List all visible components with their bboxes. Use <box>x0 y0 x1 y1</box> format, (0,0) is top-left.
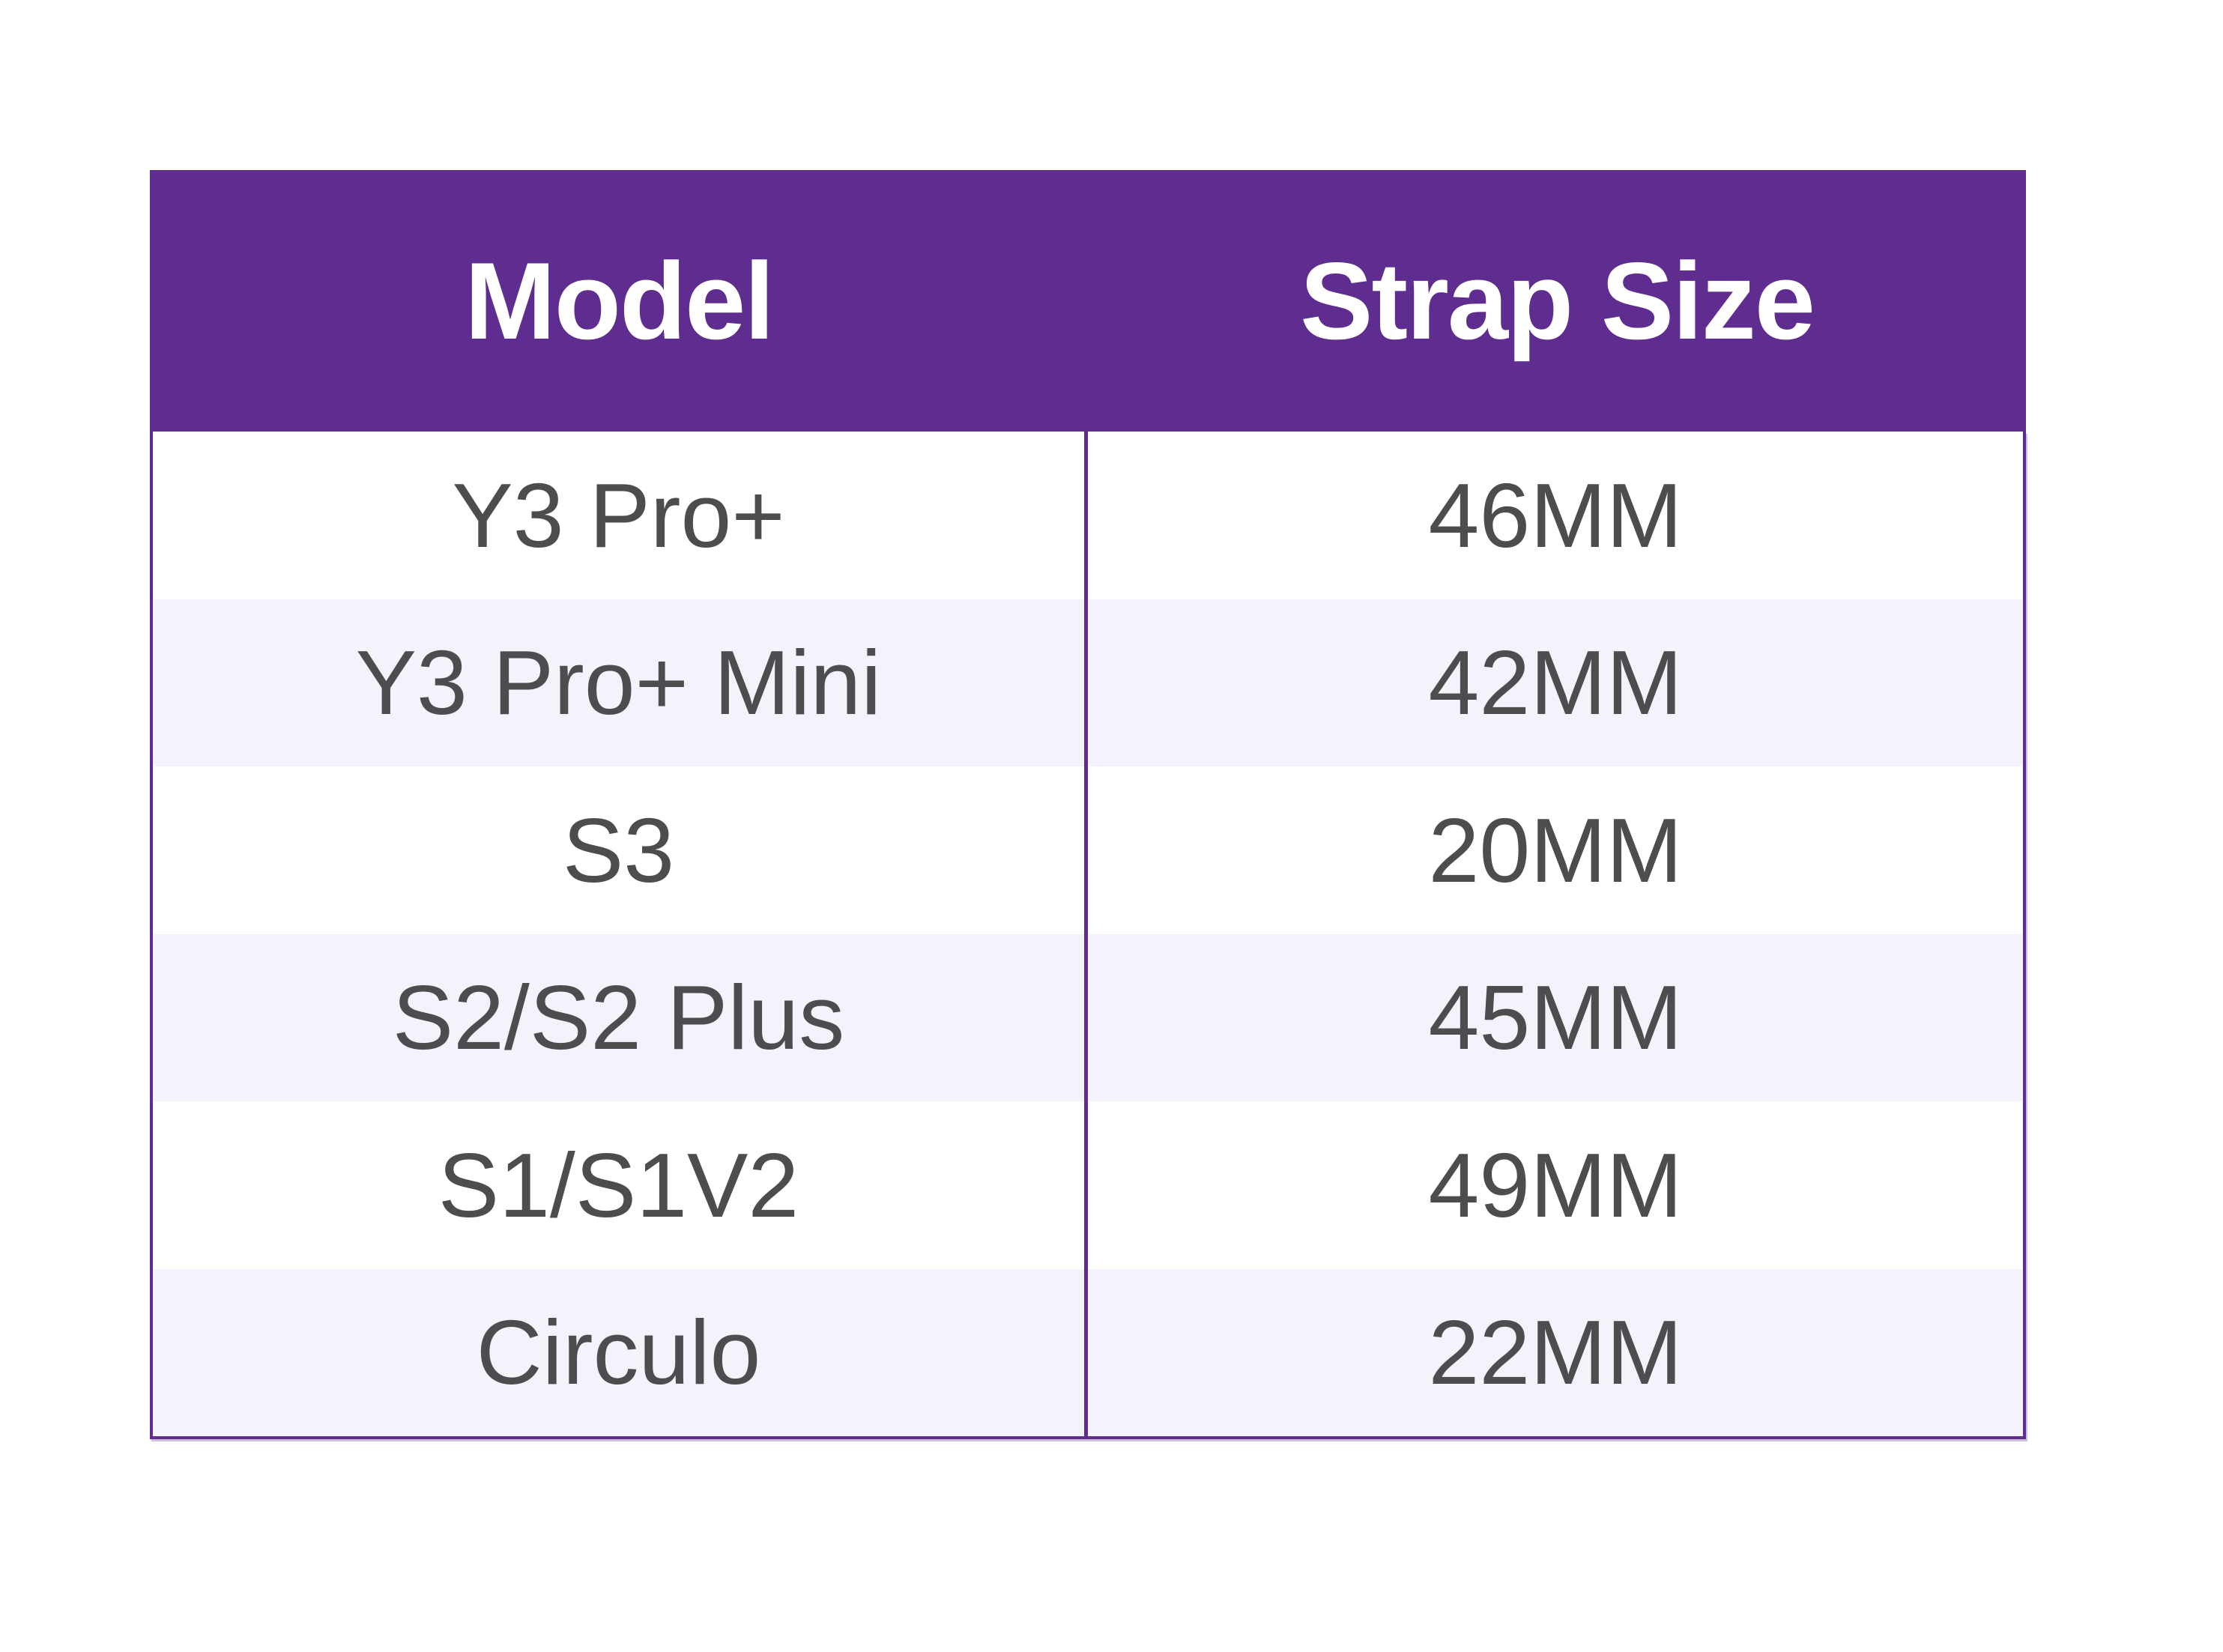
table-body: Y3 Pro+ 46MM Y3 Pro+ Mini 42MM S3 20MM S… <box>150 432 2026 1439</box>
strap-size-cell: 22MM <box>1428 1301 1683 1404</box>
model-cell: Circulo <box>153 1268 1088 1436</box>
strap-size-table: Model Strap Size Y3 Pro+ 46MM Y3 Pro+ Mi… <box>150 170 2026 1439</box>
strap-size-cell: 42MM <box>1428 632 1683 734</box>
strap-size-cell: 46MM <box>1428 464 1683 566</box>
table-row: S2/S2 Plus 45MM <box>153 934 2023 1101</box>
model-cell: S2/S2 Plus <box>153 934 1088 1101</box>
model-cell: Y3 Pro+ <box>153 432 1088 599</box>
strap-size-cell: 49MM <box>1428 1134 1683 1236</box>
header-cell-model: Model <box>465 239 775 362</box>
model-cell: Y3 Pro+ Mini <box>153 599 1088 766</box>
table-row: Y3 Pro+ 46MM <box>153 432 2023 599</box>
table-row: Circulo 22MM <box>153 1268 2023 1436</box>
strap-size-cell: 20MM <box>1428 799 1683 901</box>
table-row: S1/S1V2 49MM <box>153 1101 2023 1269</box>
header-cell-strap-size: Strap Size <box>1300 239 1815 362</box>
table-header-row: Model Strap Size <box>150 170 2026 432</box>
table-row: S3 20MM <box>153 766 2023 934</box>
strap-size-cell: 45MM <box>1428 966 1683 1069</box>
table-row: Y3 Pro+ Mini 42MM <box>153 599 2023 766</box>
model-cell: S1/S1V2 <box>153 1101 1088 1269</box>
model-cell: S3 <box>153 766 1088 934</box>
